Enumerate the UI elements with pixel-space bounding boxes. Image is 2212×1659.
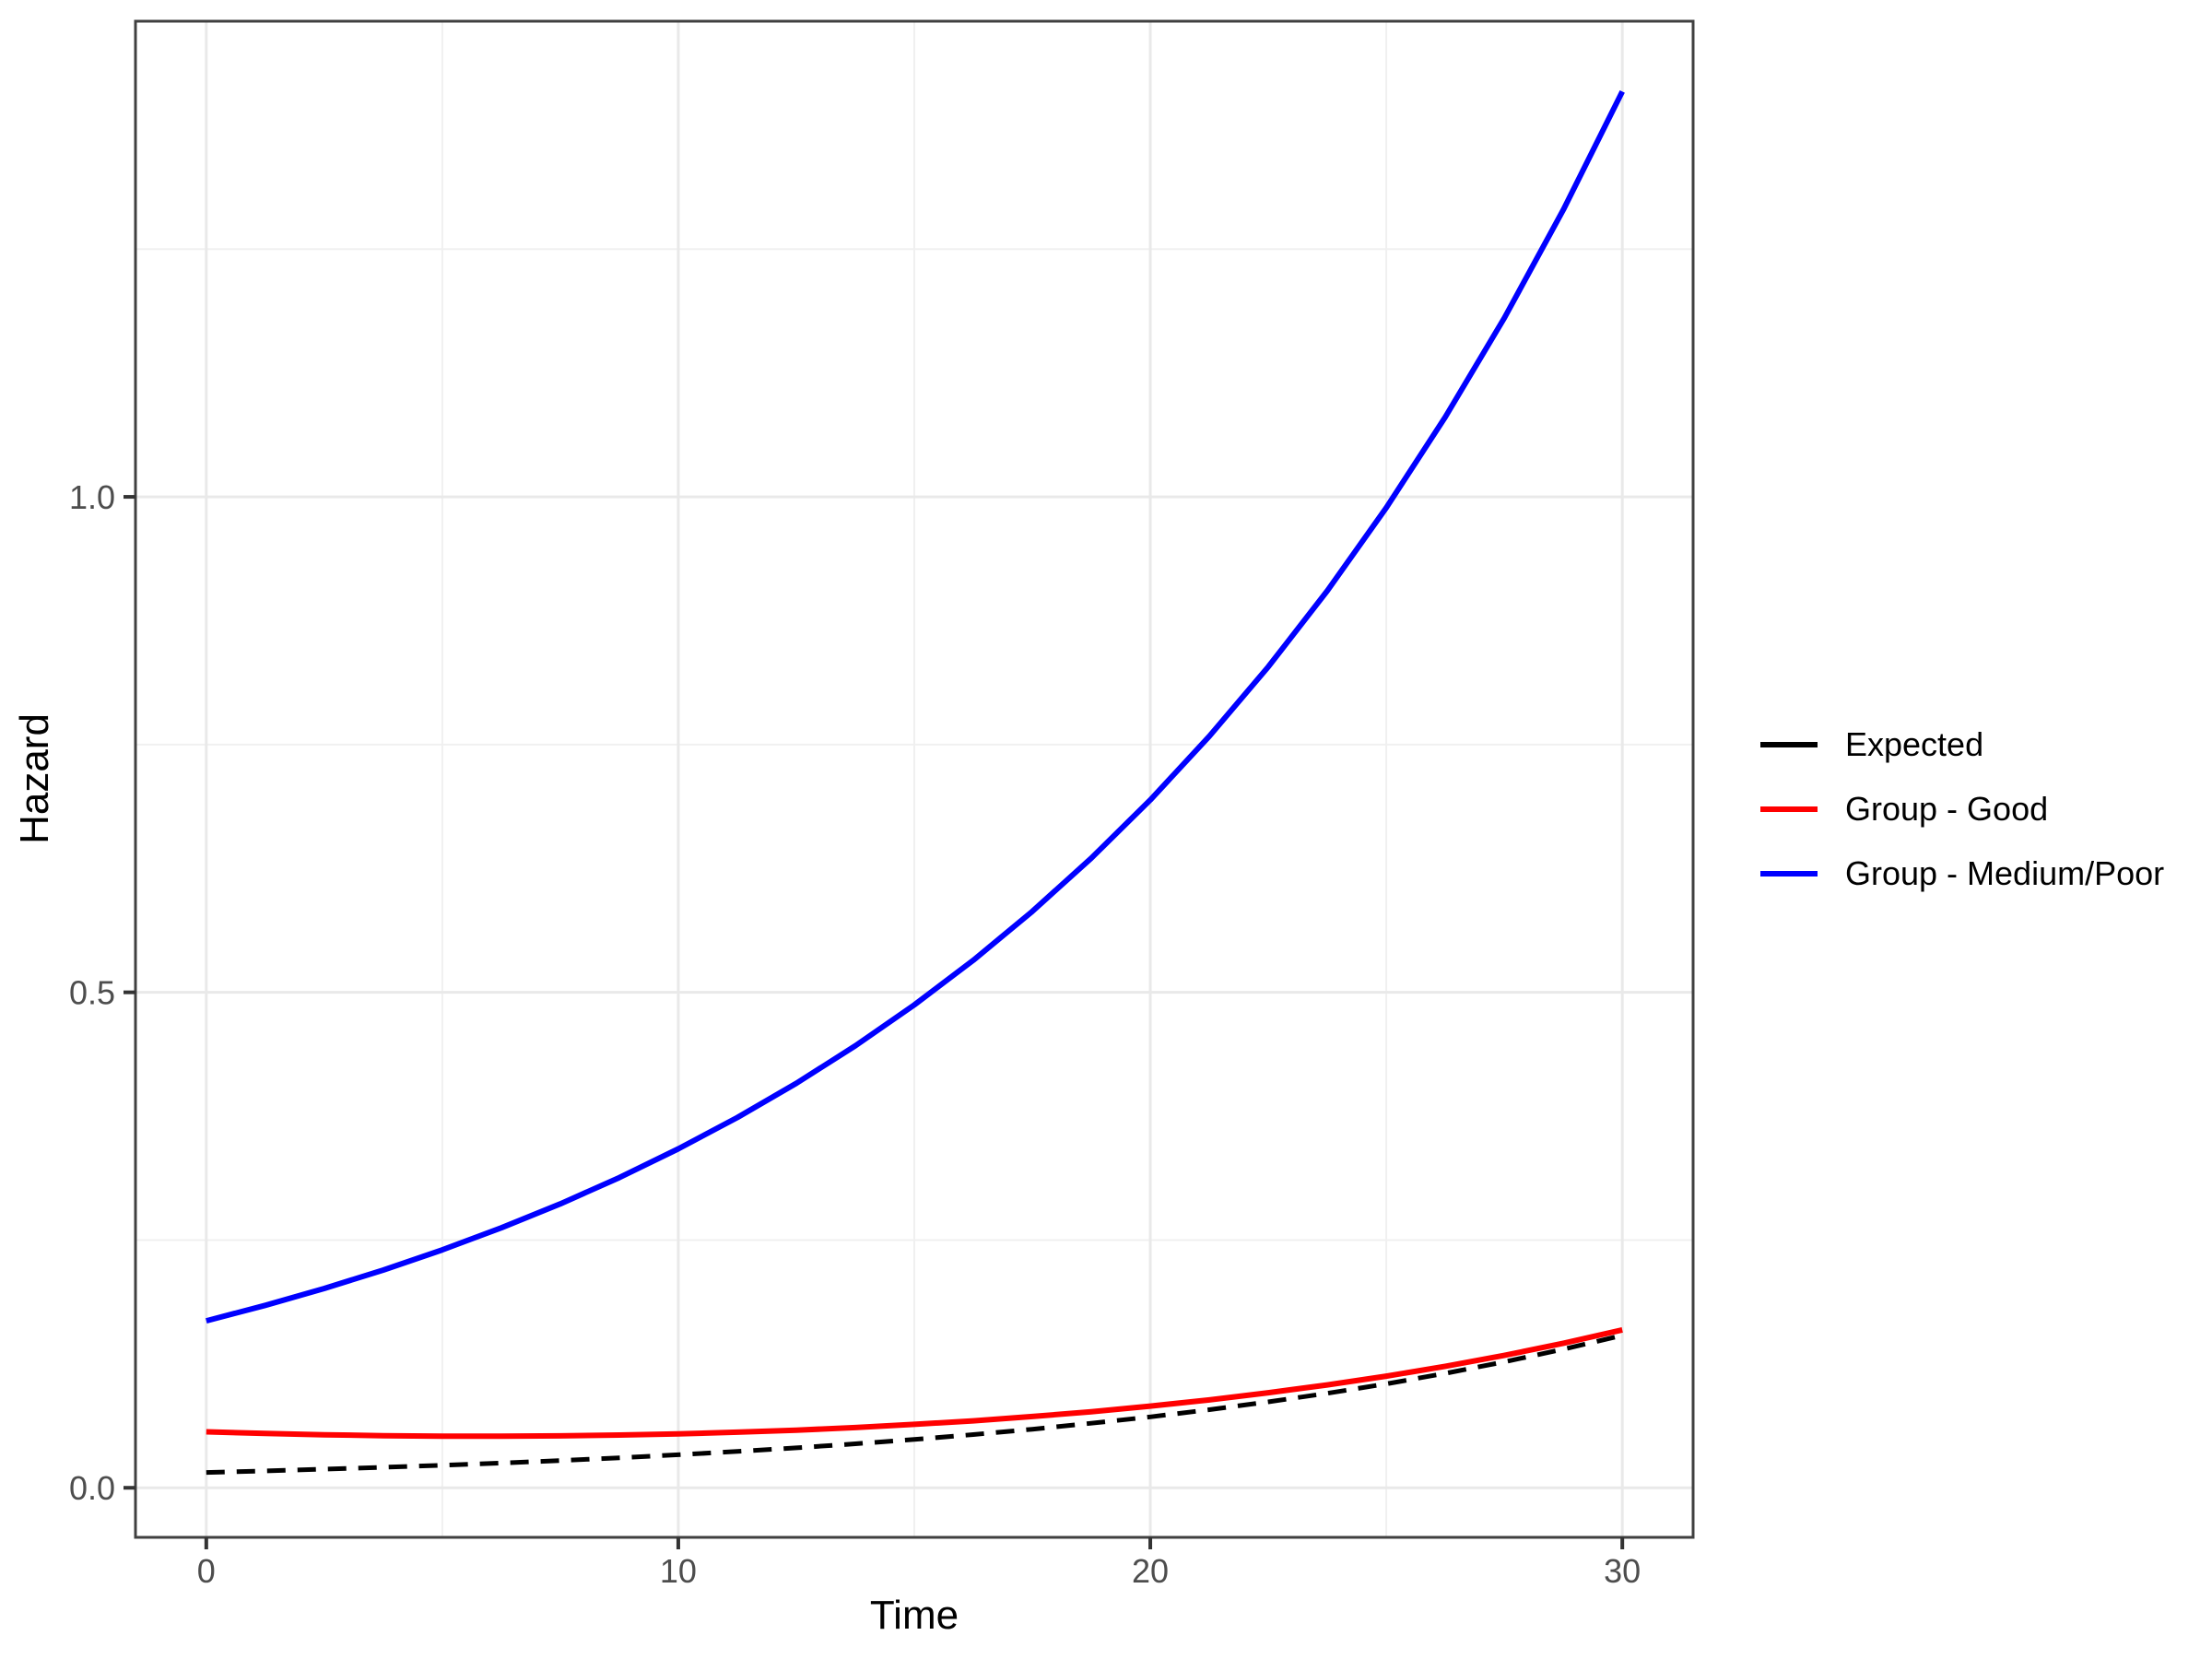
x-tick-label: 10 (660, 1552, 697, 1590)
legend-key-group-medium-poor-line-icon (1760, 871, 1818, 877)
series-line-0 (206, 1333, 1623, 1476)
axis-ticks (124, 495, 1625, 1549)
legend-item-group-good: Group - Good (1760, 777, 2164, 841)
y-axis-title: Hazard (12, 713, 57, 844)
x-tick-label: 30 (1604, 1552, 1641, 1590)
series-line-2 (206, 89, 1625, 1324)
axis-tick-labels: 0 10 20 30 0.0 0.5 1.0 (69, 478, 1641, 1590)
legend-item-expected: Expected (1760, 712, 2164, 777)
legend-label-group-good: Group - Good (1845, 790, 2049, 828)
legend-key-expected-line-icon (1760, 742, 1818, 747)
legend-label-expected: Expected (1845, 725, 1984, 763)
legend-label-group-medium-poor: Group - Medium/Poor (1845, 854, 2165, 892)
legend-item-group-medium-poor: Group - Medium/Poor (1760, 841, 2164, 906)
legend-key-group-good-line-icon (1760, 806, 1818, 812)
panel-border (134, 19, 1695, 1539)
y-tick-label: 0.0 (69, 1469, 115, 1507)
gridlines-major (135, 21, 1693, 1537)
y-tick-label: 1.0 (69, 478, 115, 516)
x-tick-label: 20 (1132, 1552, 1169, 1590)
legend: Expected Group - Good Group - Medium/Poo… (1760, 712, 2164, 906)
gridlines-minor (135, 21, 1693, 1537)
x-tick-label: 0 (197, 1552, 216, 1590)
series-lines (206, 89, 1625, 1476)
series-line-1 (206, 1326, 1623, 1440)
x-axis-title: Time (870, 1593, 959, 1638)
y-tick-label: 0.5 (69, 974, 115, 1012)
